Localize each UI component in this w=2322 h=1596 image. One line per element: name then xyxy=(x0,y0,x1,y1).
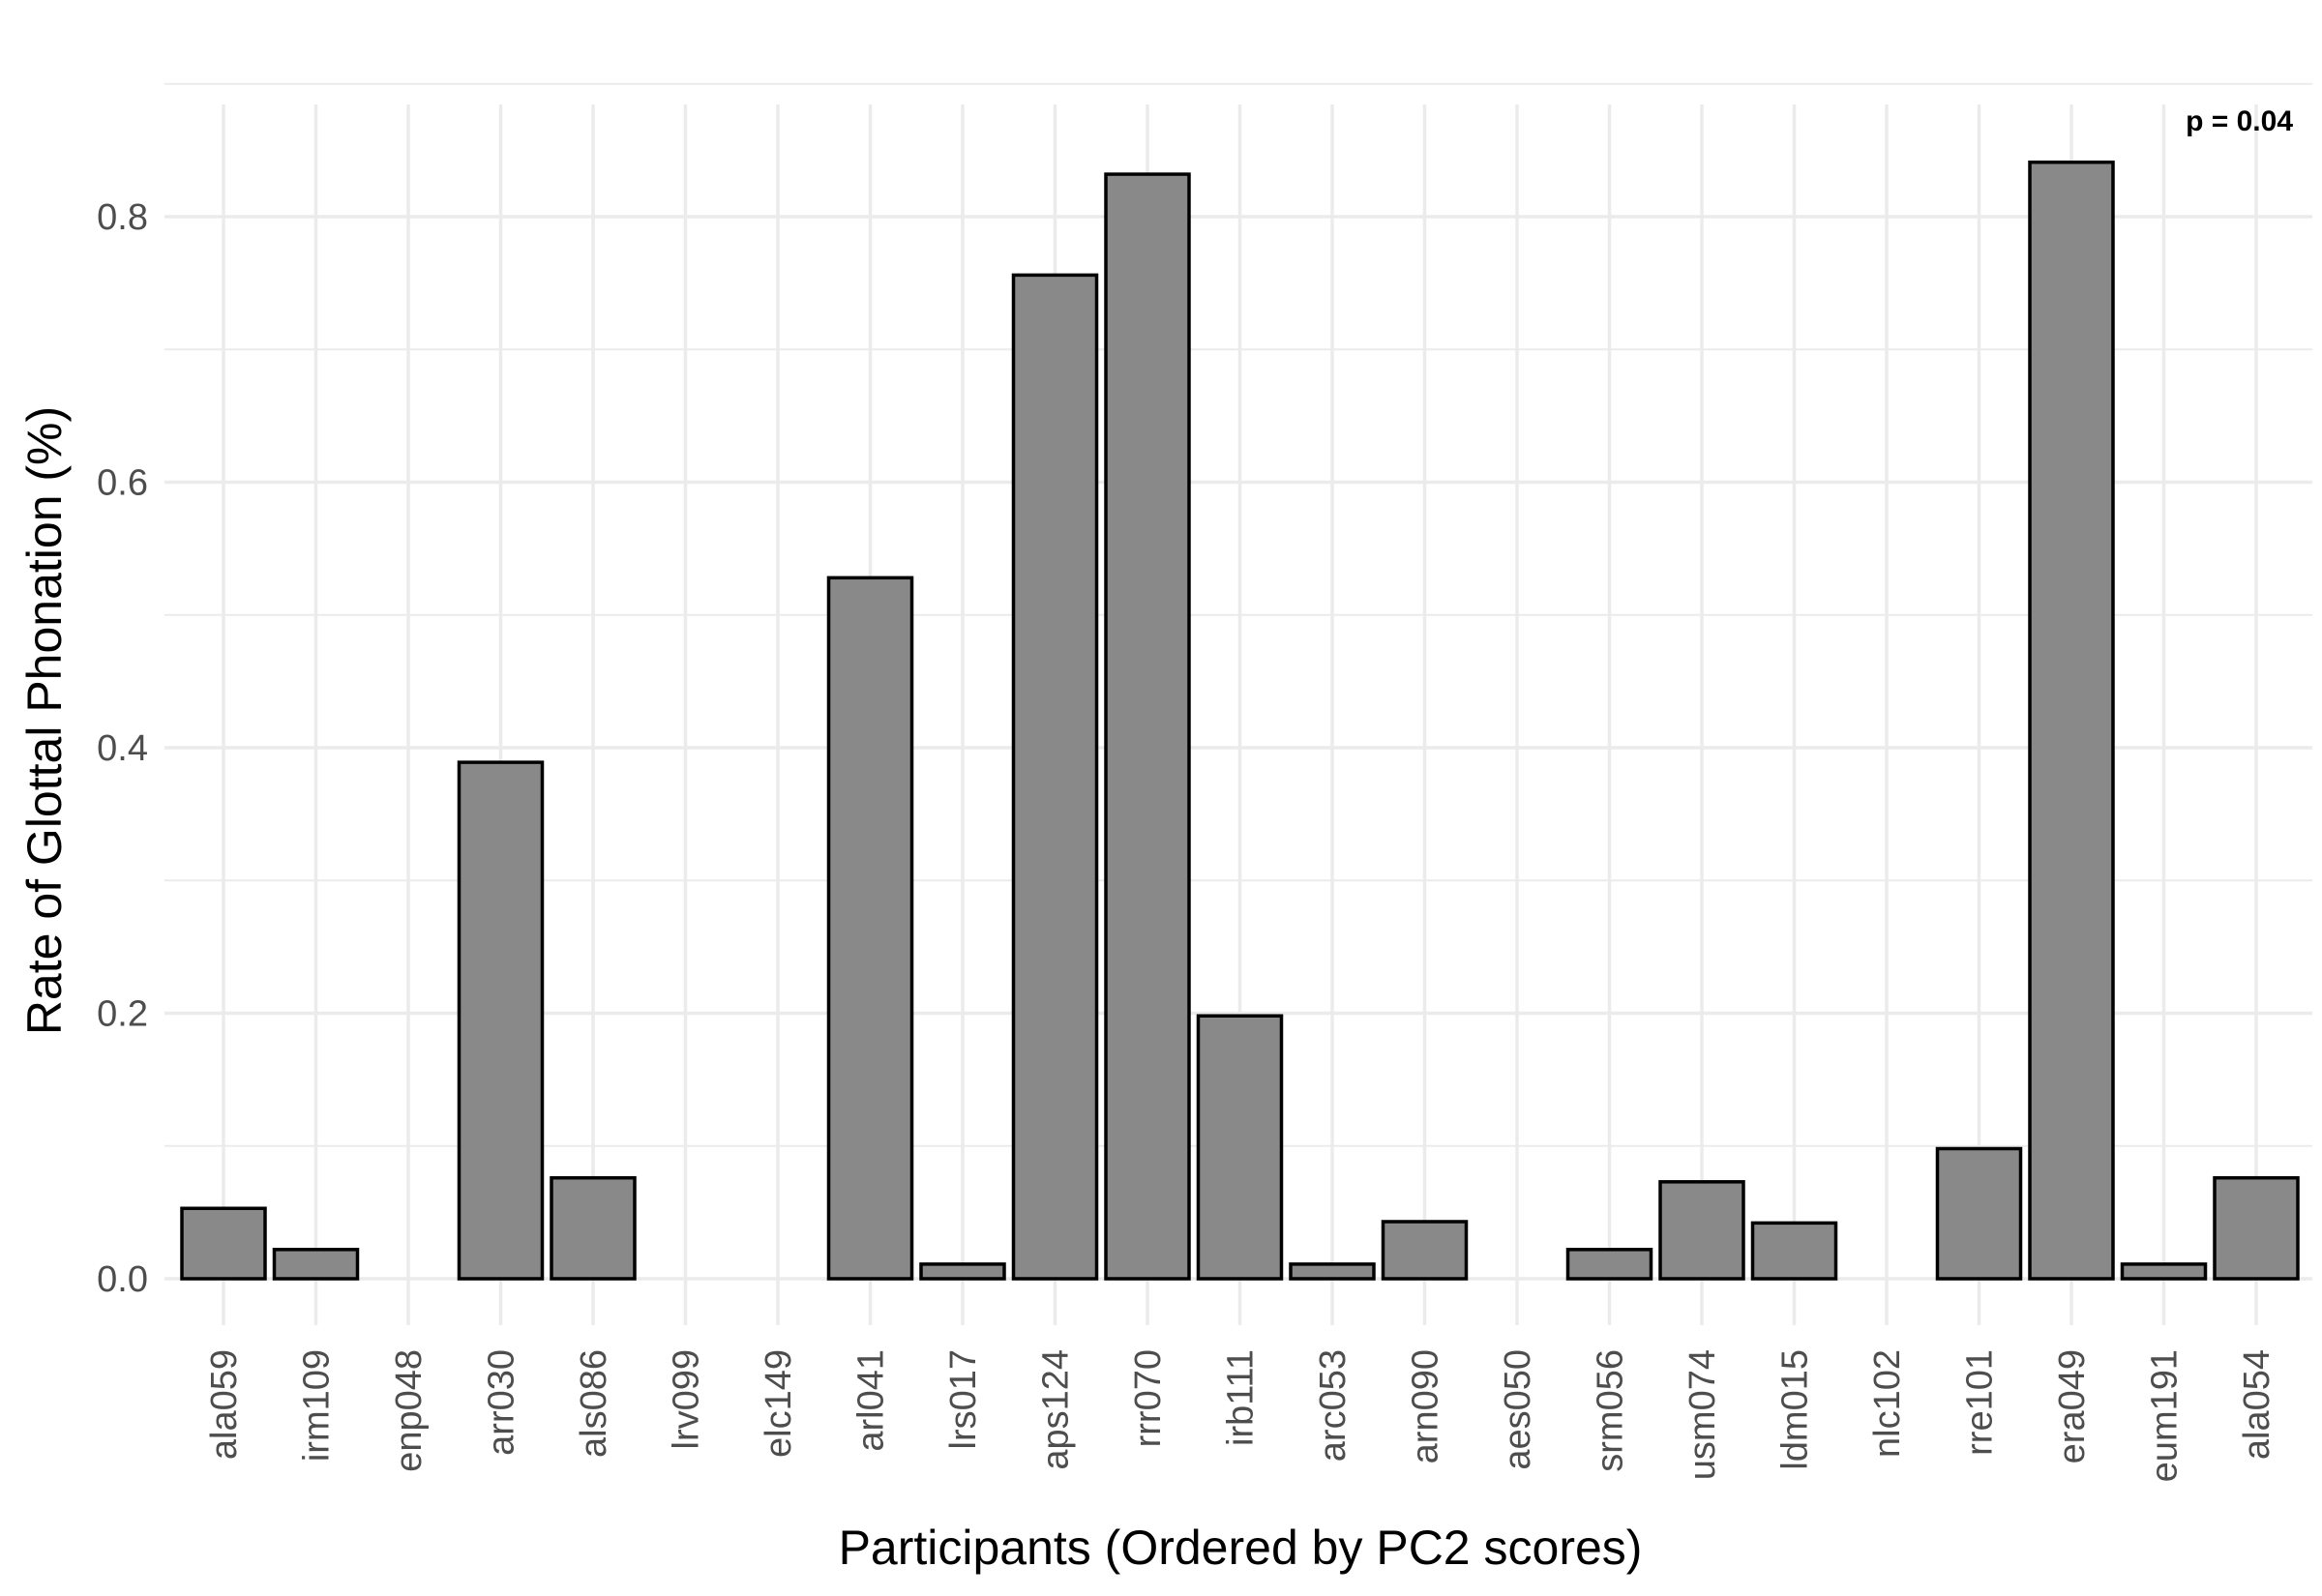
y-tick-label: 0.8 xyxy=(97,197,148,238)
x-tick-label: aps124 xyxy=(1036,1349,1077,1470)
p-value-annotation: p = 0.04 xyxy=(2186,105,2293,137)
bar-ldm015 xyxy=(1750,1221,1838,1281)
bar-ala054 xyxy=(2213,1175,2300,1281)
x-tick-label: ldm015 xyxy=(1775,1349,1816,1470)
x-tick-label: ala054 xyxy=(2237,1349,2277,1460)
x-tick-label: lrs017 xyxy=(943,1349,984,1450)
y-tick-label: 0.2 xyxy=(97,994,148,1035)
x-tick-label: nlc102 xyxy=(1867,1349,1908,1458)
bar-arl041 xyxy=(826,576,914,1281)
x-tick-label: usm074 xyxy=(1682,1349,1723,1480)
x-tick-label: rrr070 xyxy=(1128,1349,1169,1447)
x-tick-label: aes050 xyxy=(1498,1349,1538,1470)
bar-rre101 xyxy=(1935,1146,2023,1281)
bar-usm074 xyxy=(1658,1180,1745,1281)
x-tick-label: elc149 xyxy=(759,1349,799,1458)
bar-aps124 xyxy=(1011,273,1099,1281)
bar-era049 xyxy=(2028,160,2115,1281)
x-tick-label: ala059 xyxy=(204,1349,245,1460)
x-tick-label: era049 xyxy=(2052,1349,2093,1463)
y-tick-label: 0.6 xyxy=(97,463,148,504)
bar-arc053 xyxy=(1289,1262,1376,1281)
bar-lrs017 xyxy=(919,1262,1006,1281)
y-tick-label: 0.4 xyxy=(97,728,148,769)
x-tick-label: irm109 xyxy=(297,1349,338,1462)
y-axis-title: Rate of Glottal Phonation (%) xyxy=(17,406,72,1035)
x-axis-title: Participants (Ordered by PC2 scores) xyxy=(839,1521,1643,1575)
x-tick-label: enp048 xyxy=(389,1349,430,1472)
x-tick-label: rre101 xyxy=(1960,1349,2001,1456)
bar-rrr070 xyxy=(1104,172,1191,1281)
x-tick-label: lrv099 xyxy=(667,1349,707,1450)
bar-irb111 xyxy=(1196,1014,1284,1281)
x-tick-label: irb111 xyxy=(1221,1349,1262,1446)
x-tick-label: arn090 xyxy=(1406,1349,1446,1463)
x-tick-label: srm056 xyxy=(1591,1349,1631,1472)
y-axis-ticks: 0.0 0.2 0.4 0.6 0.8 xyxy=(97,197,148,1300)
bars xyxy=(180,160,2300,1281)
bar-arr030 xyxy=(457,760,545,1281)
x-axis-ticks: ala059 irm109 enp048 arr030 als086 lrv099 elc1… xyxy=(204,1349,2277,1482)
bar-ala059 xyxy=(180,1206,267,1281)
x-tick-label: arl041 xyxy=(851,1349,892,1452)
x-tick-label: arr030 xyxy=(482,1349,522,1456)
bar-srm056 xyxy=(1565,1248,1653,1281)
bar-irm109 xyxy=(272,1248,360,1281)
bar-arn090 xyxy=(1381,1220,1469,1281)
x-tick-label: als086 xyxy=(574,1349,614,1458)
bar-als086 xyxy=(550,1175,637,1281)
x-tick-label: arc053 xyxy=(1313,1349,1354,1462)
x-tick-label: eum191 xyxy=(2145,1349,2186,1482)
bar-eum191 xyxy=(2120,1262,2208,1281)
y-tick-label: 0.0 xyxy=(97,1259,148,1300)
